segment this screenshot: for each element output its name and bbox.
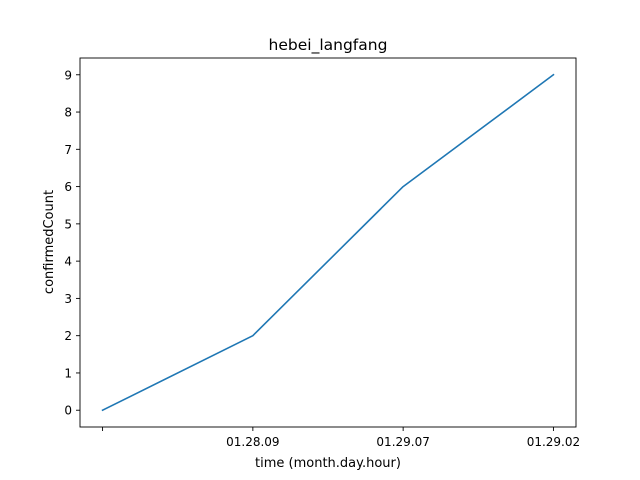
- x-tick-label-3: 01.29.02: [527, 435, 580, 449]
- y-tick-label-5: 5: [64, 217, 72, 231]
- y-tick-label-8: 8: [64, 106, 72, 120]
- y-tick-label-6: 6: [64, 180, 72, 194]
- x-tick-label-1: 01.28.09: [226, 435, 279, 449]
- plot-area: 0 1 2 3 4 5 6 7 8 9 01.28.09 01.29.07 01.29.02: [64, 57, 580, 449]
- series-line-0: [101, 73, 555, 412]
- x-axis-label: time (month.day.hour): [255, 456, 401, 471]
- y-tick-label-9: 9: [64, 68, 72, 82]
- chart-title: hebei_langfang: [269, 36, 388, 55]
- y-tick-label-7: 7: [64, 143, 72, 157]
- y-tick-label-1: 1: [64, 366, 72, 380]
- y-tick-label-3: 3: [64, 292, 72, 306]
- y-tick-label-4: 4: [64, 255, 72, 269]
- y-axis-label: confirmedCount: [42, 190, 57, 294]
- axes-frame: [79, 57, 577, 428]
- y-tick-label-2: 2: [64, 329, 72, 343]
- x-tick-label-2: 01.29.07: [376, 435, 429, 449]
- y-tick-label-0: 0: [64, 404, 72, 418]
